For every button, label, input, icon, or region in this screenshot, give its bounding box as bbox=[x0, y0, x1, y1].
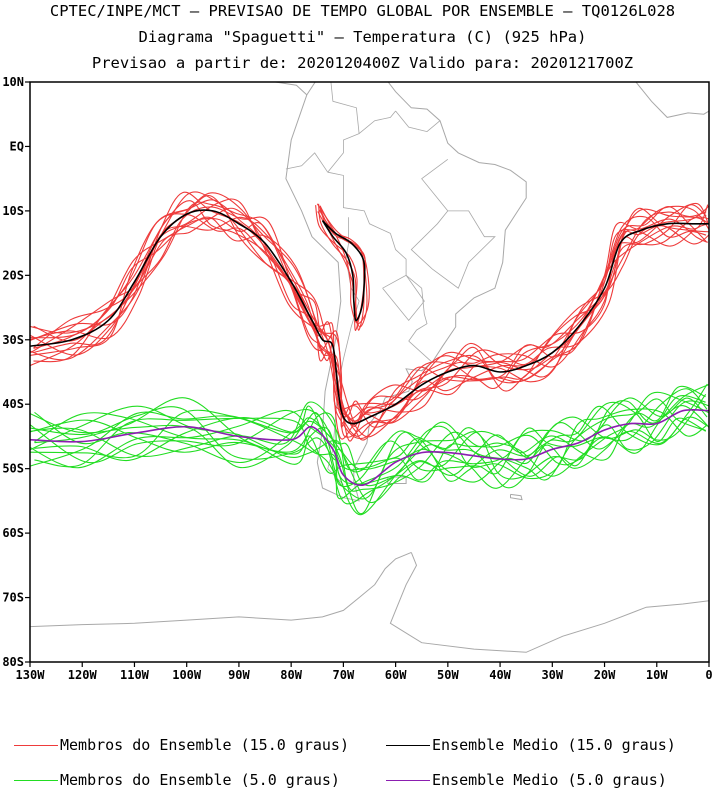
red-member-line bbox=[30, 205, 709, 422]
border-bolivia-brazil bbox=[390, 233, 407, 276]
caribbean-islands bbox=[323, 27, 365, 32]
red-member-line bbox=[33, 194, 708, 441]
red-member-line bbox=[33, 201, 709, 424]
border-venezuela-brazil bbox=[358, 110, 396, 134]
lon-tick-label: 120W bbox=[68, 668, 98, 682]
green-member-line bbox=[34, 398, 706, 505]
ensemble-means bbox=[30, 209, 709, 487]
brazil-states bbox=[410, 158, 496, 289]
red-member-andes bbox=[317, 209, 370, 325]
legend-purple-swatch bbox=[386, 779, 430, 781]
black-mean-andes bbox=[321, 220, 366, 322]
border-peru-brazil bbox=[327, 171, 391, 234]
legend-red-members: Membros do Ensemble (15.0 graus) bbox=[14, 736, 349, 754]
lat-tick-label: 30S bbox=[2, 333, 24, 347]
red-member-line bbox=[33, 200, 708, 442]
border-uruguay bbox=[408, 340, 433, 363]
antarctic-coast-east bbox=[389, 552, 709, 653]
lon-tick-label: 70W bbox=[333, 668, 355, 682]
legend-black-swatch bbox=[386, 744, 430, 746]
legend-black-label: Ensemble Medio (15.0 graus) bbox=[432, 736, 676, 754]
legend-black-mean: Ensemble Medio (15.0 graus) bbox=[386, 736, 676, 754]
lon-tick-label: 100W bbox=[172, 668, 202, 682]
green-member-line bbox=[30, 384, 709, 487]
lat-tick-label: EQ bbox=[10, 139, 24, 153]
green-member-line bbox=[34, 395, 706, 481]
lat-tick-label: 60S bbox=[2, 526, 24, 540]
legend-green-swatch bbox=[14, 779, 58, 781]
legend-red-label: Membros do Ensemble (15.0 graus) bbox=[60, 736, 349, 754]
lon-tick-label: 40W bbox=[489, 668, 511, 682]
header-title-line1: CPTEC/INPE/MCT — PREVISAO DE TEMPO GLOBA… bbox=[49, 2, 676, 20]
lon-tick-label: 50W bbox=[437, 668, 459, 682]
red-member-line bbox=[33, 202, 709, 416]
africa-coast bbox=[635, 82, 709, 118]
legend-purple-label: Ensemble Medio (5.0 graus) bbox=[432, 771, 667, 789]
legend-green-label: Membros do Ensemble (5.0 graus) bbox=[60, 771, 340, 789]
legend-purple-mean: Ensemble Medio (5.0 graus) bbox=[386, 771, 667, 789]
green-member-line bbox=[34, 401, 707, 500]
lon-tick-label: 110W bbox=[120, 668, 150, 682]
purple-mean-line bbox=[30, 408, 709, 487]
lat-tick-label: 80S bbox=[2, 655, 24, 669]
lat-tick-label: 10N bbox=[2, 75, 24, 89]
lat-tick-label: 10S bbox=[2, 204, 24, 218]
plot-frame bbox=[29, 81, 710, 663]
lon-tick-label: 0 bbox=[705, 668, 712, 682]
red-member-andes bbox=[319, 205, 368, 328]
legend-green-members: Membros do Ensemble (5.0 graus) bbox=[14, 771, 340, 789]
lon-tick-label: 80W bbox=[280, 668, 302, 682]
lat-tick-label: 70S bbox=[2, 591, 24, 605]
border-argentina-brazil bbox=[405, 274, 428, 342]
south-georgia bbox=[510, 493, 523, 501]
green-member-line bbox=[30, 400, 709, 475]
border-ecuador-peru bbox=[285, 152, 329, 173]
red-member-line bbox=[30, 213, 709, 440]
lon-tick-label: 20W bbox=[594, 668, 616, 682]
lat-tick-label: 20S bbox=[2, 268, 24, 282]
border-guianas bbox=[395, 110, 441, 133]
green-member-line bbox=[30, 408, 708, 500]
green-member-line bbox=[30, 391, 709, 492]
green-member-line bbox=[34, 385, 706, 504]
border-bolivia-peru bbox=[345, 217, 352, 289]
legend-red-swatch bbox=[14, 744, 58, 746]
lon-tick-label: 30W bbox=[541, 668, 563, 682]
header-title-line2: Diagrama "Spaguetti" — Temperatura (C) (… bbox=[138, 28, 587, 46]
header-title-line3: Previsao a partir de: 2020120400Z Valido… bbox=[91, 54, 634, 72]
antarctic-peninsula bbox=[30, 551, 412, 628]
red-member-line bbox=[30, 198, 709, 428]
red-member-line bbox=[30, 206, 707, 420]
lat-tick-label: 50S bbox=[2, 462, 24, 476]
land-boundaries bbox=[30, 27, 709, 653]
red-member-line bbox=[33, 204, 709, 427]
ensemble-members bbox=[30, 191, 709, 516]
lat-tick-label: 40S bbox=[2, 397, 24, 411]
green-member-line bbox=[30, 400, 709, 515]
lon-tick-label: 90W bbox=[228, 668, 250, 682]
black-mean-line bbox=[30, 209, 709, 425]
lon-tick-label: 130W bbox=[16, 668, 46, 682]
central-america-coast bbox=[274, 82, 308, 96]
red-member-line bbox=[30, 191, 707, 438]
south-america-coast bbox=[285, 82, 527, 502]
lon-tick-label: 10W bbox=[646, 668, 668, 682]
green-member-line bbox=[30, 388, 708, 485]
border-paraguay bbox=[382, 274, 425, 322]
lon-tick-label: 60W bbox=[385, 668, 407, 682]
green-member-line bbox=[30, 405, 708, 489]
red-member-line bbox=[30, 191, 709, 437]
border-colombia bbox=[327, 82, 360, 173]
